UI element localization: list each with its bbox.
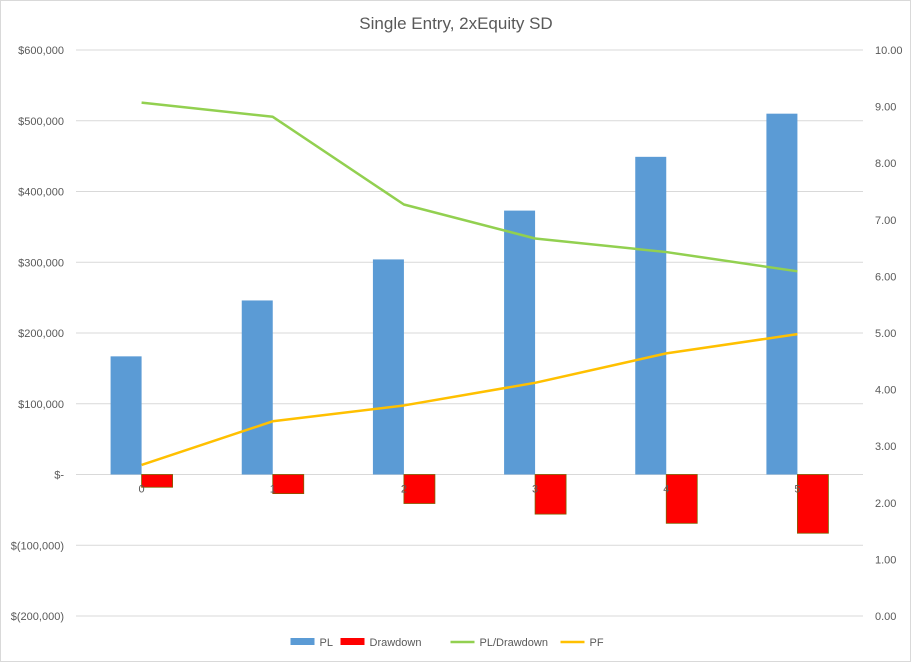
- drawdown-bar: [797, 474, 829, 534]
- legend-swatch-drawdown: [340, 638, 365, 645]
- legend-swatch-pl: [290, 638, 315, 645]
- right-tick-label: 9.00: [875, 102, 896, 114]
- pl-bar: [504, 210, 536, 475]
- pl-bar: [635, 156, 667, 475]
- right-tick-label: 3.00: [875, 441, 896, 453]
- right-tick-label: 6.00: [875, 271, 896, 283]
- legend-label-pl-drawdown: PL/Drawdown: [480, 637, 548, 649]
- pl-bar: [110, 356, 142, 475]
- right-tick-label: 4.00: [875, 385, 896, 397]
- left-tick-label: $-: [54, 470, 64, 482]
- gridlines: [76, 49, 863, 617]
- left-tick-label: $500,000: [18, 116, 64, 128]
- bar-layer: [110, 113, 829, 534]
- x-tick-label: 5: [794, 484, 800, 496]
- right-tick-label: 5.00: [875, 328, 896, 340]
- x-axis-category-labels: 0 1 2 3 4 5: [139, 484, 801, 496]
- pl-bar: [241, 300, 273, 475]
- drawdown-bar: [141, 474, 173, 488]
- x-tick-label: 2: [401, 484, 407, 496]
- right-tick-label: 7.00: [875, 215, 896, 227]
- drawdown-bar: [272, 474, 305, 495]
- right-tick-label: 2.00: [875, 498, 896, 510]
- legend-label-drawdown: Drawdown: [370, 637, 422, 649]
- legend-label-pl: PL: [320, 637, 333, 649]
- drawdown-bar: [665, 474, 698, 524]
- left-tick-label: $400,000: [18, 187, 64, 199]
- x-tick-label: 4: [663, 484, 669, 496]
- x-tick-label: 1: [270, 484, 276, 496]
- legend: PL Drawdown PL/Drawdown PF: [290, 637, 604, 649]
- chart-title: Single Entry, 2xEquity SD: [359, 14, 552, 33]
- legend-label-pf: PF: [590, 637, 604, 649]
- left-tick-label: $(200,000): [11, 611, 64, 623]
- pl-drawdown-line: [141, 101, 798, 273]
- drawdown-bar: [534, 474, 567, 515]
- right-tick-label: 1.00: [875, 554, 896, 566]
- left-tick-label: $300,000: [18, 257, 64, 269]
- pl-bar: [766, 113, 798, 475]
- left-tick-label: $(100,000): [11, 540, 64, 552]
- line-layer: [141, 101, 798, 467]
- left-tick-label: $100,000: [18, 399, 64, 411]
- pl-bar: [372, 259, 404, 475]
- right-tick-label: 8.00: [875, 158, 896, 170]
- drawdown-bar: [403, 474, 436, 504]
- x-tick-label: 3: [532, 484, 538, 496]
- right-axis-ticks: 10.00 9.00 8.00 7.00 6.00 5.00 4.00 3.00 2.00 1.0…: [875, 45, 903, 623]
- left-axis-ticks: $600,000 $500,000 $400,000 $300,000 $200,000…: [11, 45, 65, 623]
- right-tick-label: 0.00: [875, 611, 896, 623]
- left-tick-label: $200,000: [18, 328, 64, 340]
- right-tick-label: 10.00: [875, 45, 903, 57]
- pf-line: [141, 332, 798, 467]
- x-tick-label: 0: [139, 484, 145, 496]
- left-tick-label: $600,000: [18, 45, 64, 57]
